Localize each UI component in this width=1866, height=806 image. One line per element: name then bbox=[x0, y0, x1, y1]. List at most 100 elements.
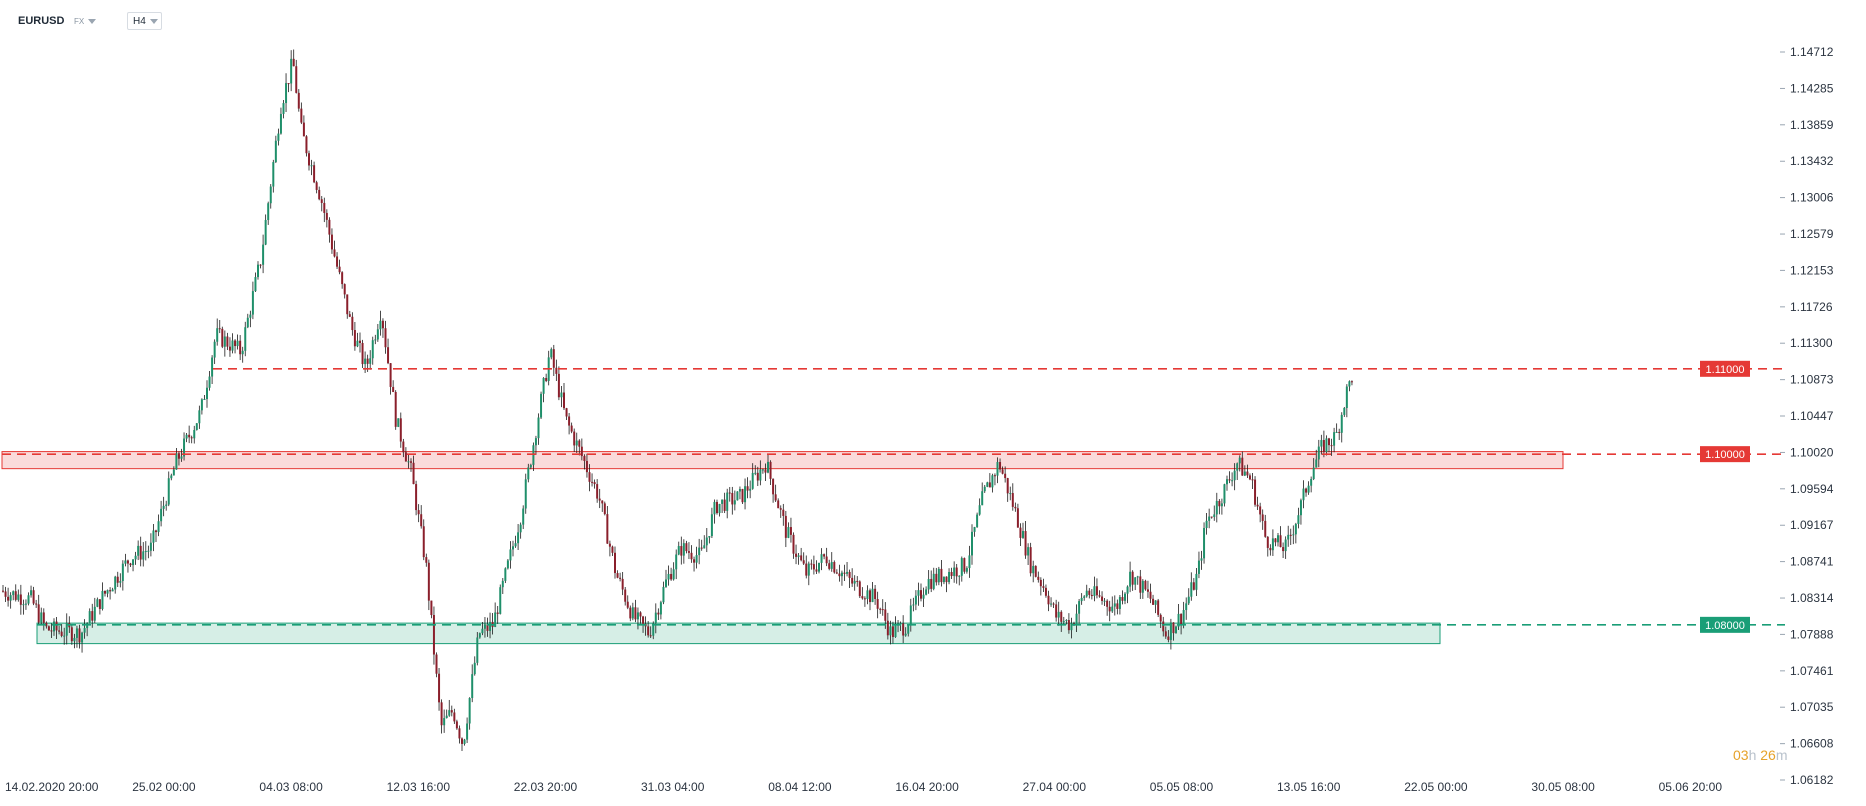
candle-body bbox=[621, 578, 624, 590]
candle bbox=[1124, 592, 1126, 605]
candle bbox=[42, 608, 45, 631]
candle bbox=[1065, 619, 1068, 625]
candle bbox=[596, 479, 599, 503]
candle-body bbox=[950, 571, 953, 577]
candle-body bbox=[1136, 576, 1139, 578]
candle-body bbox=[675, 554, 678, 570]
candle-body bbox=[346, 294, 349, 315]
timeframe-select[interactable]: H4 bbox=[127, 12, 162, 30]
symbol-dropdown-icon[interactable] bbox=[88, 19, 96, 24]
candle-body bbox=[290, 58, 293, 84]
candle bbox=[111, 587, 114, 592]
candle-body bbox=[1205, 520, 1208, 528]
candle-body bbox=[180, 456, 183, 459]
candle bbox=[165, 500, 168, 511]
candle-body bbox=[14, 591, 17, 600]
candle bbox=[1305, 487, 1308, 497]
candle-body bbox=[1146, 589, 1149, 592]
candle bbox=[665, 569, 667, 588]
candle-body bbox=[779, 508, 782, 510]
candle bbox=[1075, 604, 1078, 632]
candle-body bbox=[1111, 606, 1114, 612]
candle bbox=[721, 499, 724, 514]
candle-body bbox=[387, 347, 390, 364]
candle-body bbox=[815, 569, 818, 572]
candle bbox=[1284, 536, 1287, 559]
candle bbox=[575, 432, 578, 453]
candle bbox=[853, 575, 856, 591]
candle-body bbox=[512, 546, 514, 550]
candle-body bbox=[978, 505, 981, 515]
candle-body bbox=[73, 637, 76, 642]
candle bbox=[1027, 543, 1030, 566]
candle bbox=[98, 599, 101, 615]
candle bbox=[846, 562, 849, 577]
candle bbox=[1141, 579, 1144, 599]
candle bbox=[907, 624, 910, 637]
candle bbox=[983, 484, 986, 493]
candle bbox=[1320, 434, 1323, 455]
candle-body bbox=[886, 620, 889, 636]
candle-body bbox=[466, 723, 469, 740]
candle bbox=[420, 505, 423, 529]
candle bbox=[1090, 589, 1093, 600]
candle bbox=[175, 447, 178, 470]
candle-body bbox=[1338, 431, 1341, 433]
candle-body bbox=[236, 340, 239, 347]
candle-body bbox=[818, 562, 820, 572]
candle bbox=[132, 559, 135, 572]
candle-body bbox=[927, 578, 930, 590]
candle-body bbox=[432, 615, 435, 655]
symbol-label[interactable]: EURUSD bbox=[18, 15, 65, 27]
candle bbox=[318, 186, 321, 201]
time-tick-label: 04.03 08:00 bbox=[259, 780, 323, 794]
candle-body bbox=[751, 472, 754, 489]
candle-body bbox=[945, 576, 948, 583]
candle-body bbox=[1243, 471, 1246, 476]
candle bbox=[144, 541, 147, 561]
candle bbox=[1050, 597, 1053, 607]
candle-body bbox=[634, 607, 637, 620]
candle-body bbox=[435, 654, 438, 674]
candle-body bbox=[1044, 587, 1047, 596]
candle-body bbox=[504, 568, 507, 581]
candle-body bbox=[1233, 470, 1236, 481]
candle-body bbox=[203, 399, 206, 401]
candle-body bbox=[195, 423, 198, 430]
candle-body bbox=[1131, 571, 1134, 585]
candle bbox=[443, 709, 446, 733]
chevron-down-icon[interactable] bbox=[150, 19, 158, 24]
candle-body bbox=[1144, 580, 1147, 590]
candle bbox=[1070, 617, 1073, 639]
candle-body bbox=[935, 573, 938, 583]
candle-body bbox=[415, 484, 418, 511]
candle-body bbox=[828, 563, 831, 569]
candle-body bbox=[170, 475, 173, 479]
candle-body bbox=[746, 486, 749, 491]
candle bbox=[886, 612, 889, 640]
candle bbox=[1297, 507, 1300, 529]
candle bbox=[726, 488, 729, 519]
candle-body bbox=[659, 602, 662, 615]
candle-body bbox=[285, 83, 288, 104]
candle bbox=[522, 505, 525, 530]
candle bbox=[1271, 529, 1274, 557]
candle bbox=[450, 705, 453, 717]
candle bbox=[381, 318, 384, 338]
candle-body bbox=[1060, 611, 1063, 622]
candle-body bbox=[912, 604, 915, 606]
candle bbox=[228, 337, 231, 357]
candle bbox=[1251, 472, 1254, 489]
candle-body bbox=[132, 559, 135, 566]
candle bbox=[802, 552, 805, 565]
candle bbox=[588, 464, 591, 492]
candle bbox=[1159, 613, 1162, 629]
candle bbox=[1001, 466, 1004, 475]
candle bbox=[889, 620, 892, 645]
candle-body bbox=[1093, 586, 1096, 597]
candle-body bbox=[392, 386, 395, 393]
time-tick-label: 12.03 16:00 bbox=[387, 780, 451, 794]
time-tick-label: 14.02.2020 20:00 bbox=[5, 780, 99, 794]
candle-body bbox=[1124, 593, 1126, 601]
